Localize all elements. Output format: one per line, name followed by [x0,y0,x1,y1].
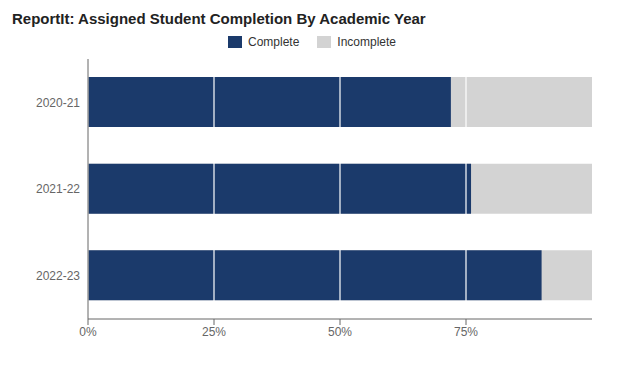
svg-text:25%: 25% [202,325,226,339]
svg-text:2022-23: 2022-23 [36,269,80,283]
html-text:ReportIt: Assigned Student Com: ReportIt: Assigned Student Completion By… [12,10,426,27]
html-text:Incomplete: Incomplete [337,35,396,49]
html-text:Complete: Complete [248,35,300,49]
svg-text:75%: 75% [454,325,478,339]
svg-text:50%: 50% [328,325,352,339]
svg-text:2021-22: 2021-22 [36,182,80,196]
svg-text:0%: 0% [79,325,97,339]
svg-text:2020-21: 2020-21 [36,96,80,110]
